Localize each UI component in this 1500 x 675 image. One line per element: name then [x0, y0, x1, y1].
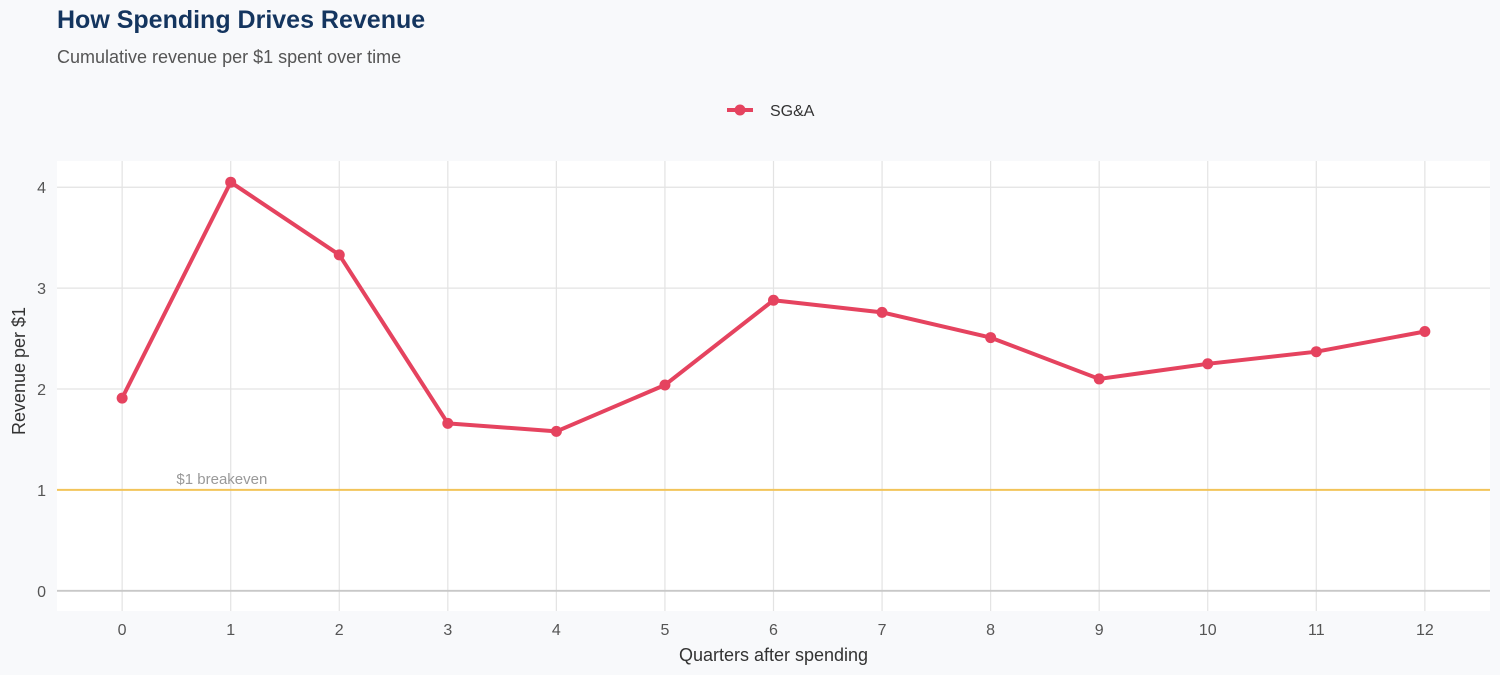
y-tick-label: 4 — [37, 180, 46, 197]
y-tick-label: 1 — [37, 483, 46, 500]
data-point — [116, 392, 128, 404]
legend-label: SG&A — [770, 103, 815, 120]
data-point — [1093, 373, 1105, 385]
chart-title: How Spending Drives Revenue — [57, 6, 426, 34]
chart-subtitle: Cumulative revenue per $1 spent over tim… — [57, 47, 402, 67]
x-tick-label: 7 — [878, 622, 887, 639]
x-tick-label: 0 — [118, 622, 127, 639]
data-point — [333, 249, 345, 261]
data-point — [876, 306, 888, 318]
x-tick-label: 1 — [226, 622, 235, 639]
x-tick-label: 11 — [1308, 622, 1325, 639]
y-axis-title: Revenue per $1 — [9, 307, 29, 435]
x-tick-label: 2 — [335, 622, 344, 639]
data-point — [225, 176, 237, 188]
data-point — [1310, 346, 1322, 358]
x-tick-label: 3 — [443, 622, 452, 639]
x-tick-label: 5 — [660, 622, 669, 639]
data-point — [1202, 358, 1214, 370]
x-tick-label: 10 — [1199, 622, 1217, 639]
x-tick-label: 9 — [1095, 622, 1104, 639]
y-tick-label: 3 — [37, 281, 46, 298]
data-point — [985, 332, 997, 344]
data-point — [442, 417, 454, 429]
breakeven-label: $1 breakeven — [176, 471, 267, 488]
y-tick-label: 2 — [37, 382, 46, 399]
legend-marker — [734, 104, 746, 116]
data-point — [659, 379, 671, 391]
x-tick-label: 6 — [769, 622, 778, 639]
y-tick-label: 0 — [37, 584, 46, 601]
data-point — [1419, 326, 1431, 338]
data-point — [550, 425, 562, 437]
x-axis-title: Quarters after spending — [679, 645, 868, 665]
data-point — [768, 294, 779, 306]
x-tick-label: 12 — [1416, 622, 1434, 639]
x-tick-label: 8 — [986, 622, 995, 639]
x-tick-label: 4 — [552, 622, 561, 639]
